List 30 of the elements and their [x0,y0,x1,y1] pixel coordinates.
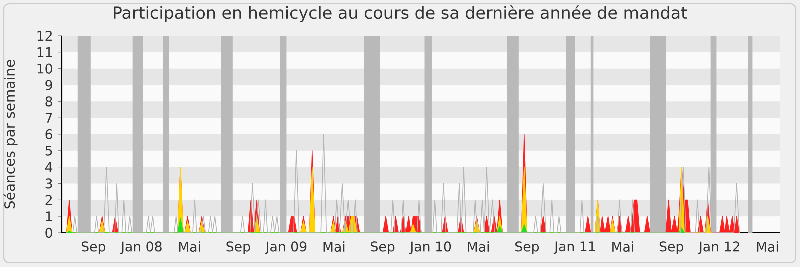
x-tick-label: Sep [226,242,250,254]
y-tick-label: 9 [46,80,52,90]
y-tick-label: 0 [46,228,52,238]
x-tick-label: Sep [516,242,540,254]
chart-title: Participation en hemicycle au cours de sa dernière année de mandat [114,6,688,22]
x-tick-label: Mai [179,242,200,252]
x-tick-label: Mai [757,242,778,252]
y-axis-title: Séances par semaine [4,60,18,209]
x-tick-label: Sep [371,242,395,254]
x-tick-label: Sep [82,242,106,254]
y-tick-label: 5 [46,146,52,156]
x-tick-label: Jan 10 [410,242,452,254]
y-tick-label: 10 [38,64,52,74]
x-tick-label: Jan 08 [120,242,162,254]
y-tick-label: 7 [46,113,52,123]
y-tick-label: 8 [46,96,52,107]
y-tick-label: 2 [46,195,52,206]
y-tick-label: 3 [46,178,52,189]
y-tick-label: 4 [45,162,53,172]
x-tick-label: Mai [324,242,345,252]
y-tick-label: 12 [38,31,52,41]
x-tick-label: Mai [468,242,489,252]
x-tick-label: Mai [612,242,634,252]
y-tick-label: 1 [46,212,52,222]
y-tick-label: 6 [46,129,52,140]
x-tick-label: Jan 12 [698,242,740,254]
x-tick-label: Jan 09 [265,242,307,254]
x-tick-label: Sep [660,242,684,254]
y-tick-label: 11 [38,48,52,58]
x-tick-label: Jan 11 [554,242,596,254]
